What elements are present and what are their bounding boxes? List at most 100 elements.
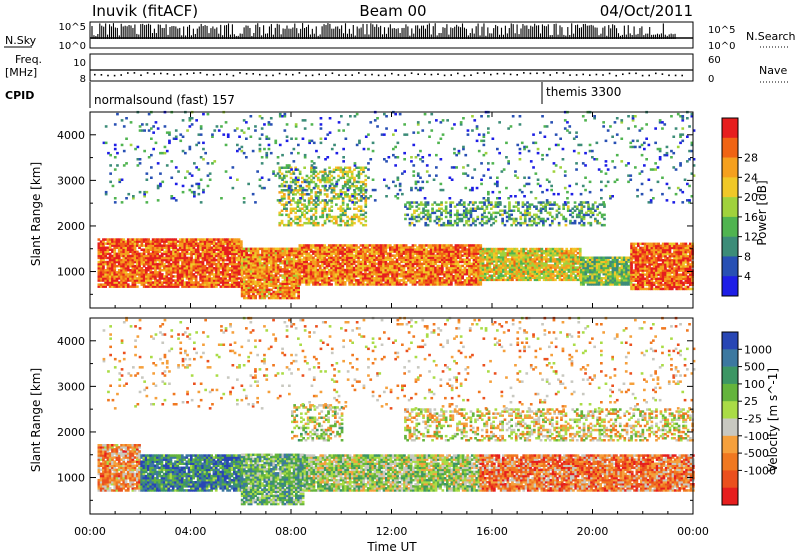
power-cell xyxy=(479,244,483,247)
power-cell xyxy=(192,238,196,241)
power-cell xyxy=(133,252,137,256)
power-cell xyxy=(201,277,205,280)
power-cell xyxy=(359,283,363,286)
power-cell xyxy=(265,282,269,285)
power-cell xyxy=(106,281,110,284)
power-cell xyxy=(203,240,207,243)
power-cell xyxy=(99,279,103,282)
power-cell xyxy=(252,257,255,261)
power-cell xyxy=(245,249,248,253)
power-cell xyxy=(292,288,296,292)
power-cell xyxy=(357,268,360,272)
power-cell xyxy=(267,270,271,273)
power-cell xyxy=(305,246,308,249)
power-cell xyxy=(270,280,273,283)
power-cell xyxy=(355,268,358,272)
power-cell xyxy=(533,247,537,251)
power-cell xyxy=(149,244,153,247)
power-cell xyxy=(237,267,241,270)
power-cell xyxy=(279,255,282,259)
power-cell xyxy=(295,253,298,257)
nave-dot xyxy=(331,72,334,75)
power-cell xyxy=(288,286,291,290)
power-cell xyxy=(215,262,218,266)
power-cell xyxy=(364,248,367,251)
power-cell xyxy=(156,238,159,241)
power-cell xyxy=(355,260,358,264)
power-cell xyxy=(201,244,205,247)
power-cell xyxy=(298,246,302,249)
power-cell xyxy=(149,260,153,264)
power-cell xyxy=(307,252,311,255)
power-cell xyxy=(188,244,191,247)
power-cell xyxy=(247,278,251,281)
power-cell xyxy=(169,264,173,268)
power-cell xyxy=(337,258,340,261)
nave-dot xyxy=(595,73,598,76)
power-cell xyxy=(174,242,178,245)
power-cell xyxy=(551,247,555,251)
power-cell xyxy=(124,250,128,254)
power-cell xyxy=(104,279,107,282)
power-cell xyxy=(286,251,289,255)
power-cell xyxy=(221,242,225,245)
power-cell xyxy=(156,283,159,286)
power-cell xyxy=(197,238,200,241)
power-cell xyxy=(339,266,342,270)
power-cell xyxy=(192,258,196,262)
power-cell xyxy=(233,258,236,262)
power-cell xyxy=(212,250,216,254)
power-cell xyxy=(290,249,294,253)
power-cell xyxy=(307,258,311,261)
power-cell xyxy=(307,272,311,276)
nsearch-tick-top: 10^5 xyxy=(708,25,735,36)
power-cell xyxy=(243,284,246,287)
power-cell xyxy=(373,244,376,247)
power-cell xyxy=(167,279,171,282)
power-cell xyxy=(337,244,340,247)
power-cell xyxy=(265,266,269,269)
power-cell xyxy=(245,286,248,290)
power-cell xyxy=(300,260,304,264)
power-cell xyxy=(240,253,244,257)
power-cell xyxy=(370,250,374,253)
power-cell xyxy=(274,286,278,290)
power-cell xyxy=(145,273,148,276)
power-cell xyxy=(228,267,232,270)
power-cell xyxy=(145,277,148,280)
power-cell xyxy=(104,271,107,274)
power-cell xyxy=(208,250,211,254)
freq-tick-top: 10 xyxy=(73,58,86,69)
power-cell xyxy=(142,248,146,251)
power-cell xyxy=(373,266,376,270)
power-cell xyxy=(149,246,153,249)
power-cell xyxy=(286,280,289,283)
power-cell xyxy=(343,281,347,284)
power-cell xyxy=(140,244,144,247)
power-cell xyxy=(373,254,376,257)
power-cell xyxy=(231,262,234,266)
power-cell xyxy=(206,262,209,266)
power-cell xyxy=(254,264,257,267)
power-cell xyxy=(247,292,251,296)
power-cell xyxy=(265,272,269,275)
power-cell xyxy=(131,277,135,280)
power-cell xyxy=(136,264,139,268)
power-cell xyxy=(286,266,289,269)
power-cell xyxy=(131,267,135,270)
power-cell xyxy=(115,258,119,262)
power-cell xyxy=(283,272,287,275)
power-cell xyxy=(102,264,105,268)
power-cell xyxy=(639,242,642,246)
power-cell xyxy=(341,260,345,264)
power-cell xyxy=(283,278,287,281)
power-cell xyxy=(99,267,103,270)
power-cell xyxy=(263,270,267,273)
power-cell xyxy=(176,269,180,272)
power-cell xyxy=(129,264,132,268)
power-cell xyxy=(274,264,278,267)
power-cell xyxy=(217,240,221,243)
power-cell xyxy=(217,242,221,245)
power-cell xyxy=(221,271,225,274)
power-cell xyxy=(165,246,169,249)
